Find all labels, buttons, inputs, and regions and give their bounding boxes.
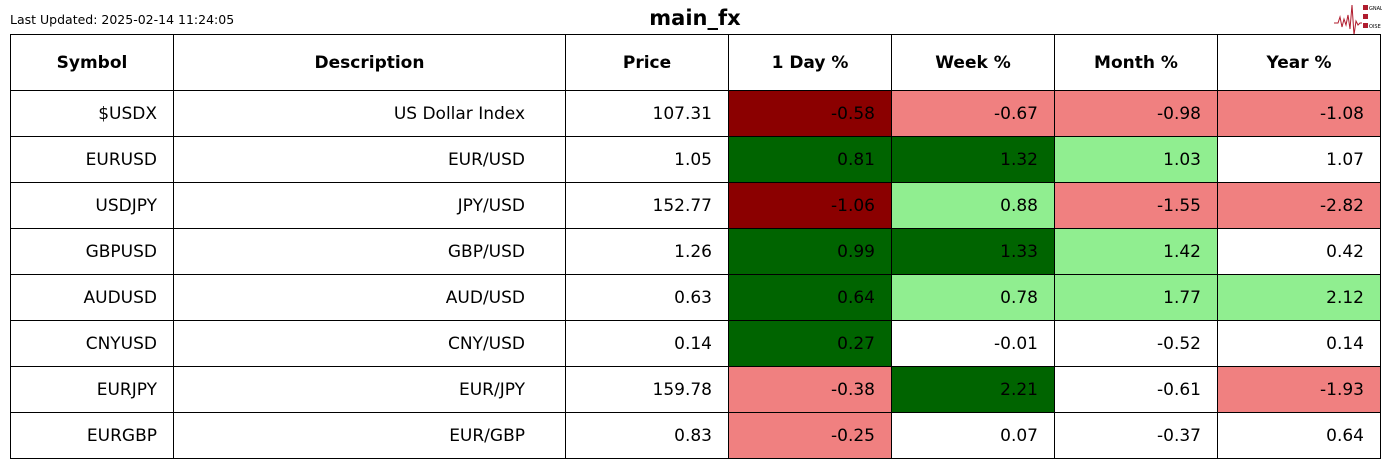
symbol-cell: CNYUSD: [10, 320, 174, 367]
description-cell: AUD/USD: [173, 274, 566, 321]
price-cell: 1.05: [565, 136, 729, 183]
page-title: main_fx: [649, 6, 741, 30]
description-cell: EUR/GBP: [173, 412, 566, 459]
week-change-cell: 1.33: [891, 228, 1055, 275]
month-change-cell: -0.61: [1054, 366, 1218, 413]
month-change-cell: -0.98: [1054, 90, 1218, 137]
symbol-cell: EURUSD: [10, 136, 174, 183]
month-change-cell: 1.42: [1054, 228, 1218, 275]
svg-text:OISE: OISE: [1369, 24, 1381, 30]
year-change-cell: -1.08: [1217, 90, 1381, 137]
day-change-cell: -0.38: [728, 366, 892, 413]
description-cell: GBP/USD: [173, 228, 566, 275]
symbol-cell: $USDX: [10, 90, 174, 137]
month-change-cell: -0.52: [1054, 320, 1218, 367]
fx-table: Symbol Description Price 1 Day % Week % Month…: [10, 34, 1381, 459]
week-change-cell: -0.01: [891, 320, 1055, 367]
description-cell: EUR/USD: [173, 136, 566, 183]
description-cell: CNY/USD: [173, 320, 566, 367]
table-row: $USDX US Dollar Index 107.31 -0.58 -0.67 -0.9…: [10, 90, 1381, 137]
table-row: EURGBP EUR/GBP 0.83 -0.25 0.07 -0.37 0.64: [10, 412, 1381, 459]
day-change-cell: 0.99: [728, 228, 892, 275]
last-updated: Last Updated: 2025-02-14 11:24:05: [10, 12, 235, 27]
price-cell: 152.77: [565, 182, 729, 229]
year-change-cell: 1.07: [1217, 136, 1381, 183]
column-header[interactable]: Symbol: [10, 34, 174, 91]
day-change-cell: 0.81: [728, 136, 892, 183]
price-cell: 1.26: [565, 228, 729, 275]
day-change-cell: 0.64: [728, 274, 892, 321]
column-header[interactable]: Week %: [891, 34, 1055, 91]
price-cell: 159.78: [565, 366, 729, 413]
symbol-cell: GBPUSD: [10, 228, 174, 275]
table-row: AUDUSD AUD/USD 0.63 0.64 0.78 1.77 2.12: [10, 274, 1381, 321]
description-cell: US Dollar Index: [173, 90, 566, 137]
column-header[interactable]: Description: [173, 34, 566, 91]
column-header[interactable]: 1 Day %: [728, 34, 892, 91]
price-cell: 0.83: [565, 412, 729, 459]
signal-2-noise-logo: GNAL OISE: [1334, 4, 1382, 35]
month-change-cell: -1.55: [1054, 182, 1218, 229]
symbol-cell: EURJPY: [10, 366, 174, 413]
week-change-cell: 0.88: [891, 182, 1055, 229]
price-cell: 0.14: [565, 320, 729, 367]
table-row: CNYUSD CNY/USD 0.14 0.27 -0.01 -0.52 0.14: [10, 320, 1381, 367]
week-change-cell: 0.78: [891, 274, 1055, 321]
week-change-cell: 1.32: [891, 136, 1055, 183]
table-row: EURJPY EUR/JPY 159.78 -0.38 2.21 -0.61 -1.93: [10, 366, 1381, 413]
column-header[interactable]: Year %: [1217, 34, 1381, 91]
month-change-cell: 1.03: [1054, 136, 1218, 183]
symbol-cell: EURGBP: [10, 412, 174, 459]
month-change-cell: -0.37: [1054, 412, 1218, 459]
day-change-cell: -0.25: [728, 412, 892, 459]
symbol-cell: USDJPY: [10, 182, 174, 229]
day-change-cell: -1.06: [728, 182, 892, 229]
table-row: USDJPY JPY/USD 152.77 -1.06 0.88 -1.55 -2.82: [10, 182, 1381, 229]
month-change-cell: 1.77: [1054, 274, 1218, 321]
description-cell: JPY/USD: [173, 182, 566, 229]
week-change-cell: 2.21: [891, 366, 1055, 413]
symbol-cell: AUDUSD: [10, 274, 174, 321]
day-change-cell: 0.27: [728, 320, 892, 367]
column-header[interactable]: Price: [565, 34, 729, 91]
price-cell: 0.63: [565, 274, 729, 321]
year-change-cell: -1.93: [1217, 366, 1381, 413]
description-cell: EUR/JPY: [173, 366, 566, 413]
table-row: GBPUSD GBP/USD 1.26 0.99 1.33 1.42 0.42: [10, 228, 1381, 275]
price-cell: 107.31: [565, 90, 729, 137]
year-change-cell: 0.42: [1217, 228, 1381, 275]
column-header[interactable]: Month %: [1054, 34, 1218, 91]
day-change-cell: -0.58: [728, 90, 892, 137]
table-row: EURUSD EUR/USD 1.05 0.81 1.32 1.03 1.07: [10, 136, 1381, 183]
week-change-cell: 0.07: [891, 412, 1055, 459]
year-change-cell: 0.14: [1217, 320, 1381, 367]
year-change-cell: -2.82: [1217, 182, 1381, 229]
year-change-cell: 0.64: [1217, 412, 1381, 459]
header-row: Symbol Description Price 1 Day % Week % Month…: [10, 34, 1381, 91]
svg-text:GNAL: GNAL: [1369, 6, 1382, 12]
year-change-cell: 2.12: [1217, 274, 1381, 321]
week-change-cell: -0.67: [891, 90, 1055, 137]
